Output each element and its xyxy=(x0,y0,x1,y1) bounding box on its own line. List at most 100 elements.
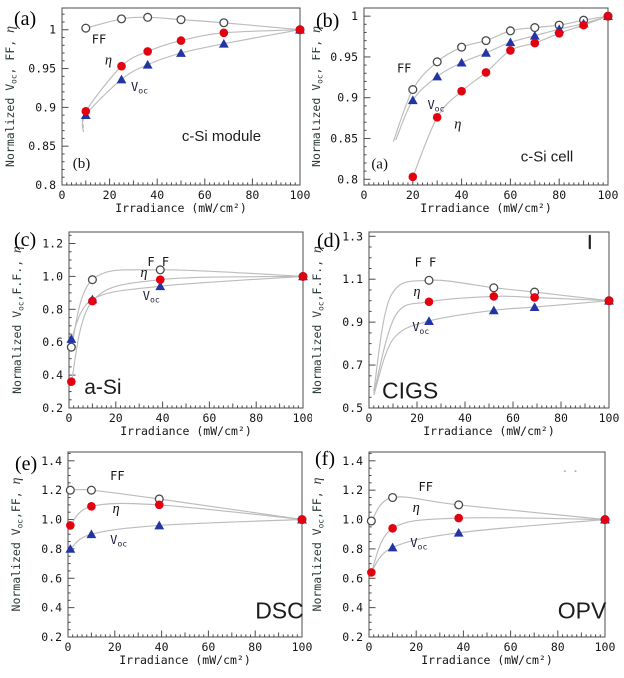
x-tick-label: 0 xyxy=(65,640,72,654)
eta-marker xyxy=(297,515,307,524)
voc-marker xyxy=(505,37,516,47)
material-label: CIGS xyxy=(382,377,438,403)
material-label: DSC xyxy=(255,598,304,624)
series-label-ff: F F xyxy=(415,255,437,269)
y-tick-label: 0.85 xyxy=(330,132,358,146)
y-tick-label: 0.2 xyxy=(41,630,62,644)
y-tick-label: 1.2 xyxy=(41,483,62,497)
series-curve-voc xyxy=(69,518,303,550)
eta-marker xyxy=(424,297,434,307)
series-label-eta: η xyxy=(112,501,119,517)
y-tick-label: 1.4 xyxy=(342,454,363,468)
ff-marker xyxy=(408,85,418,95)
eta-marker xyxy=(579,20,588,30)
panel-b-c-si-cell: 0 20 40 60 80 100 0.8 0.85 0.9 0.95 1 Irradiance (m… xyxy=(312,0,624,225)
y-axis-label: Normalized Voc,F.F., η xyxy=(9,246,26,394)
y-tick-label: 0.9 xyxy=(342,315,363,329)
panel-d-chart: 0 20 40 60 80 100 0.5 0.7 0.9 1.1 1.3 Irradiance (m… xyxy=(312,229,619,438)
ff-marker xyxy=(87,275,97,285)
series-curve-ff xyxy=(392,15,609,142)
series-curve-voc xyxy=(373,300,610,396)
eta-marker xyxy=(388,524,397,533)
series-label-eta: η xyxy=(140,265,147,281)
panel-letter: (b) xyxy=(316,10,339,32)
y-tick-label: 1.2 xyxy=(42,237,63,251)
eta-marker xyxy=(489,292,499,301)
axis-ticks xyxy=(61,13,301,186)
voc-marker xyxy=(456,57,467,67)
axis-ticks xyxy=(363,7,609,185)
eta-marker xyxy=(457,86,466,96)
ff-marker xyxy=(388,492,398,503)
ff-marker xyxy=(66,342,76,352)
x-tick-label: 80 xyxy=(248,640,262,654)
eta-marker xyxy=(66,521,75,530)
x-tick-label: 80 xyxy=(245,188,259,202)
eta-marker xyxy=(432,112,442,122)
x-tick-label: 100 xyxy=(293,411,312,425)
panel-letter: (f) xyxy=(315,448,335,470)
stray-mark xyxy=(563,470,566,473)
eta-marker xyxy=(367,568,376,577)
eta-marker xyxy=(155,275,165,285)
eta-marker xyxy=(530,38,540,48)
y-tick-label: 1.4 xyxy=(41,454,62,468)
series-label-ff: FF xyxy=(419,480,433,494)
axis-ticks xyxy=(67,452,303,638)
series-label-ff: FF xyxy=(397,61,411,75)
eta-marker xyxy=(295,25,305,35)
series-curve-ff xyxy=(370,496,606,522)
eta-marker xyxy=(219,28,229,38)
ff-marker xyxy=(81,23,91,33)
x-tick-label: 0 xyxy=(59,188,66,202)
panel-c-a-si: 0 20 40 60 80 100 0.2 0.4 0.6 0.8 1.0 1.2 Irradiance… xyxy=(0,213,312,445)
material-label: c-Si cell xyxy=(521,148,574,165)
eta-marker xyxy=(176,36,186,45)
series-label-ff: FF xyxy=(92,33,106,47)
x-tick-label: 80 xyxy=(249,411,263,425)
x-tick-label: 80 xyxy=(554,411,568,425)
eta-marker xyxy=(143,47,152,56)
eta-marker xyxy=(603,11,613,21)
eta-marker xyxy=(506,46,515,55)
voc-marker xyxy=(66,334,77,343)
x-tick-label: 0 xyxy=(366,640,373,654)
axis-ticks xyxy=(368,452,606,638)
x-tick-label: 20 xyxy=(103,188,117,202)
eta-marker xyxy=(454,513,463,523)
eta-marker xyxy=(87,502,96,511)
eta-marker xyxy=(408,172,418,182)
x-tick-label: 60 xyxy=(198,188,212,202)
eta-marker xyxy=(67,377,76,386)
panel-a-chart: 0 20 40 60 80 100 0.8 0.85 0.9 0.95 1 Irradiance (m… xyxy=(2,7,310,215)
y-tick-label: 0.6 xyxy=(342,571,363,585)
y-tick-label: 1.0 xyxy=(41,513,62,527)
panel-b-chart: 0 20 40 60 80 100 0.8 0.85 0.9 0.95 1 Irradiance (m… xyxy=(312,7,618,215)
ff-marker xyxy=(219,18,229,28)
series-curve-voc xyxy=(70,275,304,340)
x-tick-label: 40 xyxy=(155,640,169,654)
series-markers xyxy=(424,292,614,307)
ff-marker xyxy=(454,500,464,510)
series-curve-eta xyxy=(81,29,301,128)
series-label-voc: Voc xyxy=(412,320,429,336)
x-tick-label: 20 xyxy=(409,640,423,654)
eta-marker xyxy=(117,61,126,71)
stray-mark xyxy=(574,470,577,473)
x-tick-label: 40 xyxy=(456,640,470,654)
series-curve-voc xyxy=(81,29,301,133)
series-label-voc: Voc xyxy=(143,289,160,305)
voc-marker xyxy=(116,74,127,84)
voc-marker xyxy=(65,544,76,553)
voc-marker xyxy=(407,95,418,105)
voc-marker xyxy=(529,30,540,40)
y-tick-label: 0.8 xyxy=(35,178,56,192)
y-tick-label: 0.95 xyxy=(330,50,358,64)
ff-marker xyxy=(176,15,186,25)
x-tick-label: 0 xyxy=(366,411,373,425)
series-markers xyxy=(81,25,305,116)
voc-marker xyxy=(453,527,464,537)
series-markers xyxy=(80,24,305,120)
series-label-voc: Voc xyxy=(131,80,148,96)
series-label-voc: Voc xyxy=(410,536,427,552)
